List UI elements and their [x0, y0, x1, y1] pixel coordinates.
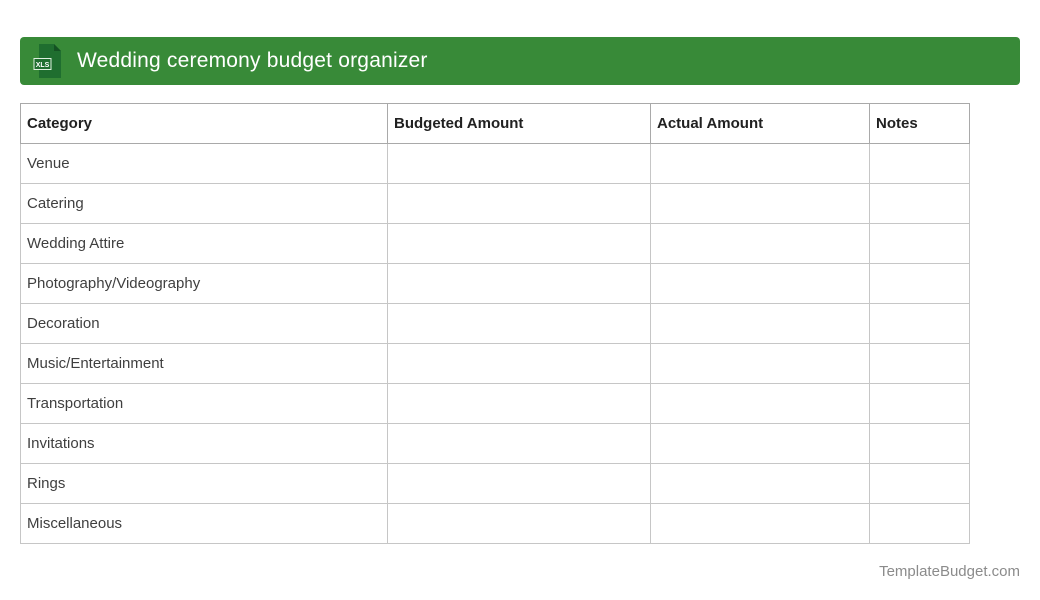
- column-header-budgeted: Budgeted Amount: [387, 103, 651, 144]
- cell-actual: [650, 383, 870, 424]
- cell-budgeted: [387, 343, 651, 384]
- cell-budgeted: [387, 503, 651, 544]
- cell-category: Photography/Videography: [20, 263, 388, 304]
- cell-actual: [650, 343, 870, 384]
- table-header-row: Category Budgeted Amount Actual Amount N…: [20, 103, 970, 144]
- cell-category: Wedding Attire: [20, 223, 388, 264]
- table-row: Music/Entertainment: [20, 343, 970, 384]
- table-body: Venue Catering Wedding Attire Photograph…: [20, 143, 970, 544]
- column-header-notes: Notes: [869, 103, 970, 144]
- cell-notes: [869, 503, 970, 544]
- cell-category: Music/Entertainment: [20, 343, 388, 384]
- cell-notes: [869, 383, 970, 424]
- cell-actual: [650, 143, 870, 184]
- page: XLS Wedding ceremony budget organizer Ca…: [20, 37, 1020, 581]
- cell-actual: [650, 463, 870, 504]
- budget-table: Category Budgeted Amount Actual Amount N…: [20, 103, 970, 544]
- cell-category: Decoration: [20, 303, 388, 344]
- cell-actual: [650, 223, 870, 264]
- page-title: Wedding ceremony budget organizer: [77, 49, 428, 72]
- table-row: Wedding Attire: [20, 223, 970, 264]
- cell-actual: [650, 303, 870, 344]
- cell-category: Transportation: [20, 383, 388, 424]
- table-row: Catering: [20, 183, 970, 224]
- cell-budgeted: [387, 143, 651, 184]
- table-row: Miscellaneous: [20, 503, 970, 544]
- cell-budgeted: [387, 463, 651, 504]
- cell-actual: [650, 503, 870, 544]
- cell-category: Invitations: [20, 423, 388, 464]
- cell-notes: [869, 423, 970, 464]
- column-header-actual: Actual Amount: [650, 103, 870, 144]
- table-row: Photography/Videography: [20, 263, 970, 304]
- table-row: Transportation: [20, 383, 970, 424]
- cell-budgeted: [387, 223, 651, 264]
- cell-notes: [869, 343, 970, 384]
- footer-site-link[interactable]: TemplateBudget.com: [879, 563, 1020, 580]
- cell-category: Catering: [20, 183, 388, 224]
- cell-notes: [869, 263, 970, 304]
- cell-budgeted: [387, 263, 651, 304]
- cell-actual: [650, 183, 870, 224]
- cell-budgeted: [387, 383, 651, 424]
- column-header-category: Category: [20, 103, 388, 144]
- cell-notes: [869, 143, 970, 184]
- cell-notes: [869, 183, 970, 224]
- xls-file-icon: XLS: [33, 44, 61, 78]
- footer: TemplateBudget.com: [20, 563, 1020, 581]
- cell-category: Miscellaneous: [20, 503, 388, 544]
- xls-badge-text: XLS: [36, 62, 50, 69]
- cell-budgeted: [387, 303, 651, 344]
- table-row: Venue: [20, 143, 970, 184]
- table-row: Decoration: [20, 303, 970, 344]
- cell-notes: [869, 463, 970, 504]
- cell-category: Rings: [20, 463, 388, 504]
- cell-notes: [869, 303, 970, 344]
- cell-actual: [650, 423, 870, 464]
- title-bar: XLS Wedding ceremony budget organizer: [20, 37, 1020, 85]
- table-row: Invitations: [20, 423, 970, 464]
- cell-notes: [869, 223, 970, 264]
- cell-budgeted: [387, 183, 651, 224]
- cell-actual: [650, 263, 870, 304]
- cell-budgeted: [387, 423, 651, 464]
- cell-category: Venue: [20, 143, 388, 184]
- table-row: Rings: [20, 463, 970, 504]
- table-header: Category Budgeted Amount Actual Amount N…: [20, 103, 970, 144]
